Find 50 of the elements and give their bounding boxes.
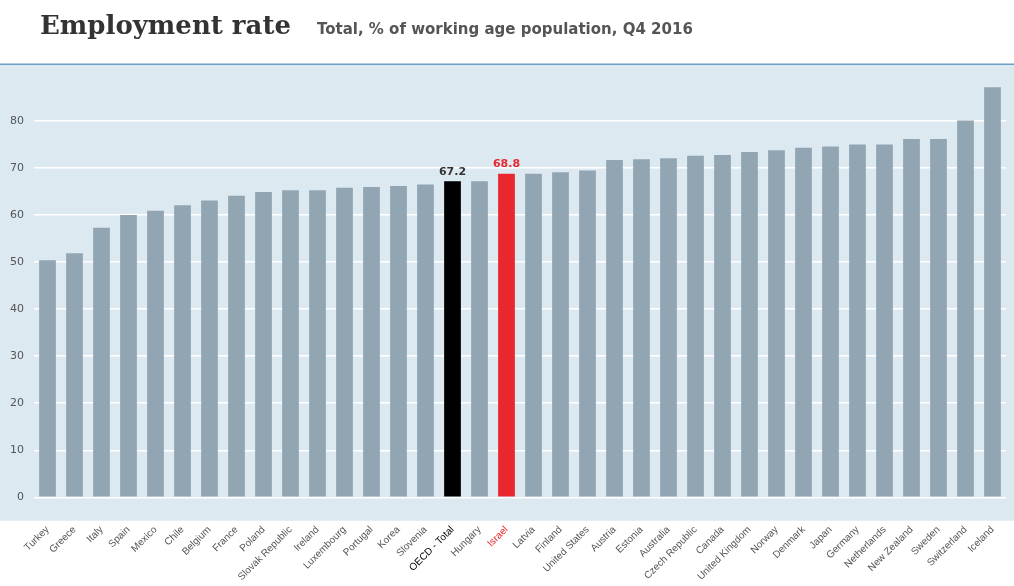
chart-subtitle: Total, % of working age population, Q4 2016	[316, 20, 693, 38]
bar	[471, 181, 488, 497]
bar	[876, 144, 893, 497]
bar	[174, 205, 191, 497]
bar	[957, 120, 974, 497]
bar	[444, 181, 461, 497]
bar	[498, 173, 515, 497]
bar	[930, 138, 947, 497]
bar	[606, 160, 623, 497]
bar	[66, 253, 83, 497]
bar	[687, 155, 704, 497]
bar	[93, 227, 110, 497]
bar	[228, 195, 245, 497]
bar	[633, 159, 650, 497]
chart-title: Employment rate	[40, 10, 291, 40]
bar	[201, 200, 218, 497]
bar	[822, 146, 839, 497]
bar	[147, 210, 164, 497]
bar	[309, 190, 326, 497]
bar	[741, 152, 758, 497]
bar	[768, 150, 785, 497]
bar	[282, 190, 299, 497]
bar	[417, 184, 434, 497]
bar	[660, 158, 677, 497]
bar	[984, 87, 1001, 497]
bar	[120, 215, 137, 497]
bar	[714, 154, 731, 497]
y-tick-label: 80	[10, 113, 24, 127]
y-tick-label: 20	[10, 396, 24, 410]
y-tick-label: 0	[17, 490, 24, 504]
bar	[390, 185, 407, 497]
y-tick-label: 60	[10, 207, 24, 221]
bar	[552, 172, 569, 497]
bar	[525, 173, 542, 497]
bar	[849, 144, 866, 497]
x-tick-label: Italy	[84, 523, 105, 545]
y-tick-label: 40	[10, 302, 24, 316]
bar	[336, 187, 353, 497]
y-tick-label: 70	[10, 160, 24, 174]
bar	[579, 170, 596, 497]
bar	[795, 147, 812, 497]
data-label: 67.2	[438, 164, 467, 178]
bar	[39, 260, 56, 497]
y-tick-label: 50	[10, 254, 24, 268]
bar	[363, 186, 380, 497]
y-tick-label: 30	[10, 349, 24, 363]
data-label: 68.8	[492, 157, 521, 171]
y-tick-label: 10	[10, 443, 24, 457]
bar	[903, 138, 920, 497]
bar	[255, 192, 272, 497]
